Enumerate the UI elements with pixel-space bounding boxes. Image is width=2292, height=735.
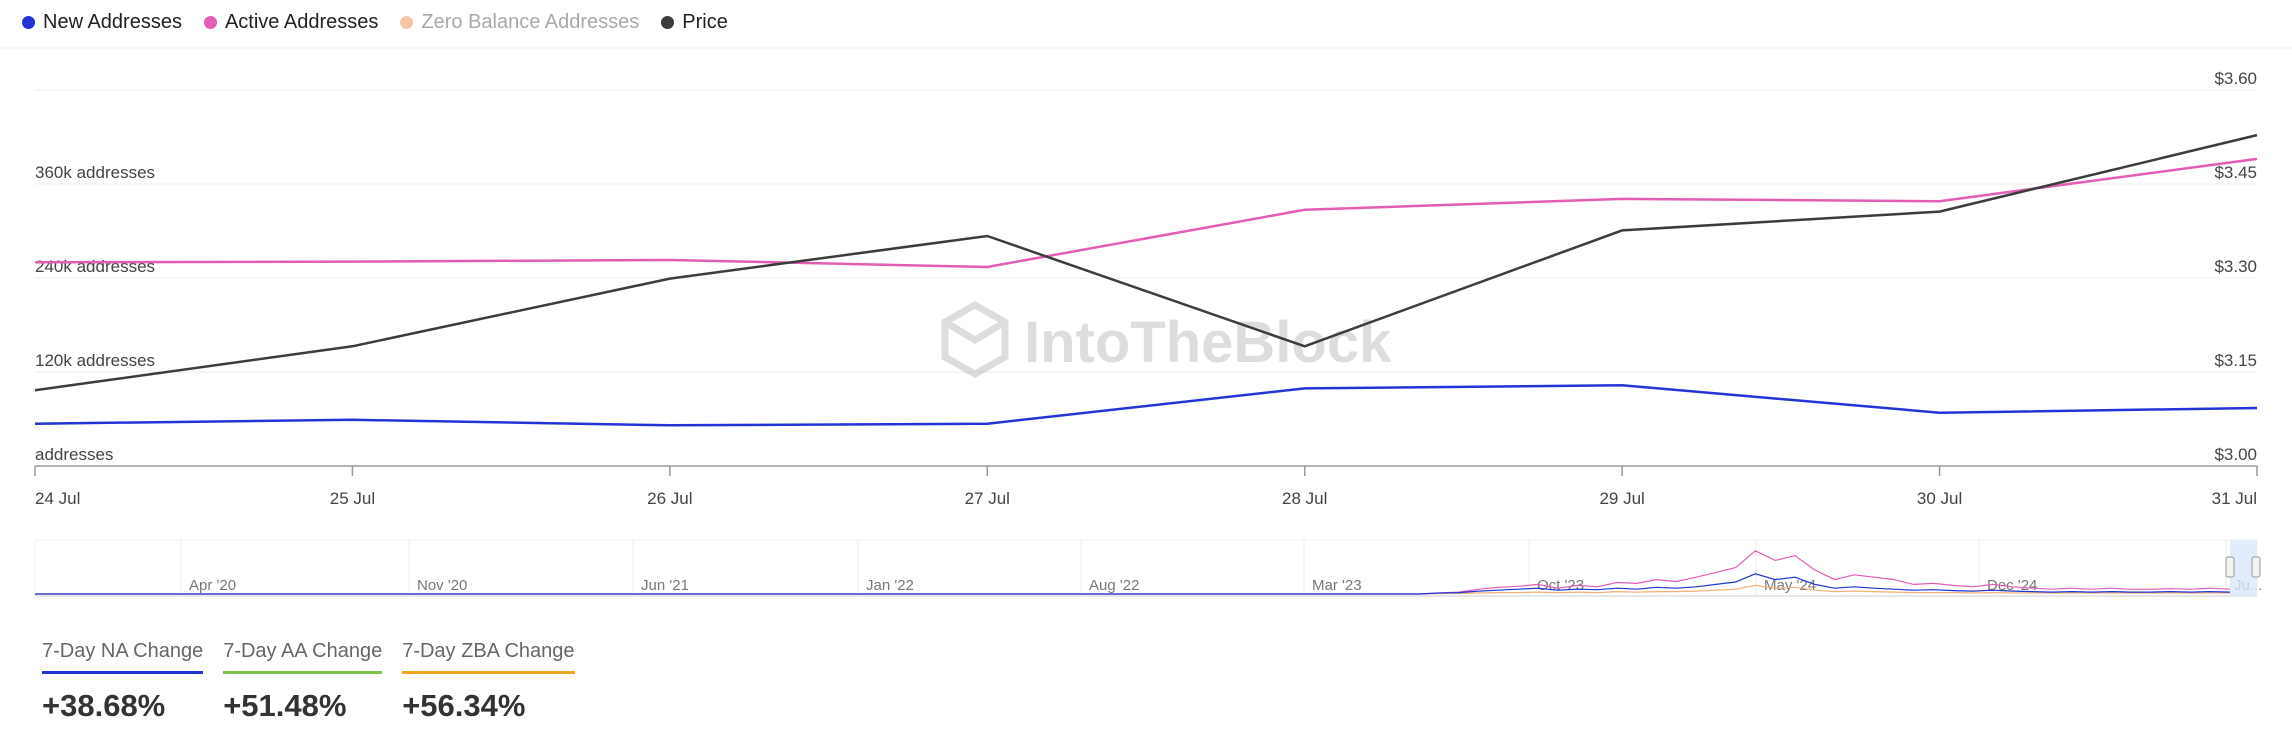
x-tick-label: 30 Jul — [1917, 489, 1962, 508]
legend-dot-icon — [400, 15, 414, 29]
legend-item-zero-balance-addresses[interactable]: Zero Balance Addresses — [400, 11, 639, 34]
y-left-tick-label: 360k addresses — [35, 163, 155, 182]
navigator-handle-right[interactable] — [2251, 556, 2261, 578]
stat-active-addresses-change: 7-Day AA Change +51.48% — [223, 640, 383, 724]
navigator-handle-left[interactable] — [2225, 556, 2235, 578]
stat-label: 7-Day ZBA Change — [402, 640, 575, 674]
navigator-label: Jan '22 — [866, 577, 914, 594]
legend-item-price[interactable]: Price — [661, 11, 728, 34]
navigator-series-new — [35, 573, 2231, 595]
watermark-logo-icon — [941, 300, 1009, 379]
navigator-frame — [34, 539, 2258, 597]
navigator-label: Dec '24 — [1987, 577, 2037, 594]
series-line-price — [34, 133, 2258, 392]
legend-dot-icon — [22, 15, 35, 29]
y-right-tick-label: $3.15 — [2214, 351, 2257, 370]
series-line-new-addresses — [34, 384, 2258, 427]
series-line-active-addresses — [34, 157, 2258, 269]
x-tick-label: 31 Jul — [2212, 489, 2257, 508]
legend-dot-icon — [661, 15, 675, 29]
stat-zero-balance-change: 7-Day ZBA Change +56.34% — [402, 640, 575, 724]
legend-label: Price — [682, 10, 728, 33]
x-tick-label: 28 Jul — [1282, 489, 1327, 508]
x-tick-label: 29 Jul — [1599, 489, 1644, 508]
legend-label: Zero Balance Addresses — [421, 10, 640, 33]
legend-item-new-addresses[interactable]: New Addresses — [22, 11, 182, 34]
chart-legend: New Addresses Active Addresses Zero Bala… — [22, 8, 728, 36]
y-left-tick-label: 120k addresses — [35, 351, 155, 370]
legend-label: Active Addresses — [224, 10, 379, 33]
legend-dot-icon — [203, 15, 217, 29]
x-tick-label: 27 Jul — [965, 489, 1010, 508]
stat-value: +38.68% — [42, 688, 166, 723]
x-tick-label: 26 Jul — [647, 489, 692, 508]
stats-row: 7-Day NA Change +38.68% 7-Day AA Change … — [42, 640, 575, 724]
legend-item-active-addresses[interactable]: Active Addresses — [203, 10, 379, 34]
watermark-text: IntoTheBlock — [1024, 310, 1392, 375]
x-tick-label: 25 Jul — [330, 489, 375, 508]
line-chart: IntoTheBlock addresses 120k addresses 240k … — [0, 47, 2292, 597]
stat-label: 7-Day AA Change — [223, 640, 383, 674]
y-right-tick-label: $3.00 — [2214, 445, 2257, 464]
navigator-label: Jun '21 — [641, 577, 689, 594]
stat-new-addresses-change: 7-Day NA Change +38.68% — [42, 640, 204, 724]
navigator-label: May '24 — [1764, 577, 1816, 594]
stat-label: 7-Day NA Change — [42, 640, 204, 674]
y-left-tick-label: addresses — [35, 445, 113, 464]
navigator-label: Nov '20 — [417, 577, 467, 594]
y-right-tick-label: $3.60 — [2214, 69, 2257, 88]
watermark: IntoTheBlock — [941, 300, 1392, 379]
stat-value: +56.34% — [402, 688, 526, 723]
y-right-tick-label: $3.45 — [2214, 163, 2257, 182]
y-right-tick-label: $3.30 — [2214, 257, 2257, 276]
stat-value: +51.48% — [223, 688, 347, 723]
watermark-logo-inner — [943, 318, 1007, 345]
legend-label: New Addresses — [43, 10, 182, 33]
x-tick-label: 24 Jul — [35, 489, 80, 508]
y-left-tick-label: 240k addresses — [35, 257, 155, 276]
navigator-label: Mar '23 — [1312, 577, 1362, 594]
navigator-label: Apr '20 — [189, 577, 236, 594]
navigator-label: Aug '22 — [1089, 577, 1139, 594]
